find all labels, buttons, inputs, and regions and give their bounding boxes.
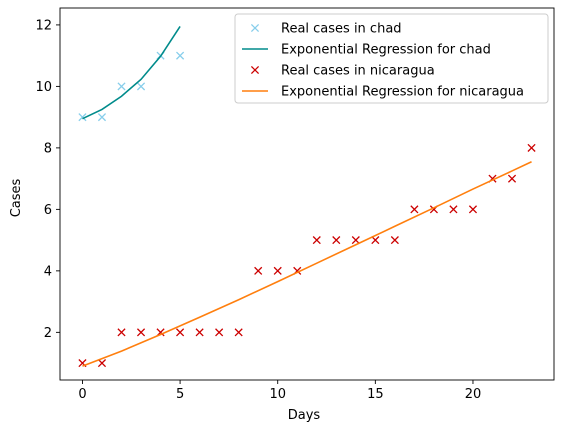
y-tick-label: 4 — [44, 264, 52, 279]
series-3 — [82, 160, 532, 367]
data-point — [117, 328, 126, 337]
x-tick-label: 5 — [176, 387, 184, 402]
data-point — [527, 143, 536, 152]
data-point — [136, 82, 146, 91]
legend: Real cases in chad Exponential Regression… — [234, 13, 549, 104]
series-1 — [82, 26, 181, 120]
legend-entry-label: Real cases in nicaragua — [281, 64, 435, 79]
data-point — [78, 113, 87, 122]
axis-ticks: 0 5 10 15 20 2 4 6 8 10 12 — [35, 18, 481, 402]
data-point — [390, 236, 399, 245]
data-point — [312, 236, 321, 245]
data-point — [273, 266, 282, 275]
data-point — [136, 328, 146, 337]
y-tick-label: 10 — [35, 80, 52, 95]
legend-entry-label: Exponential Regression for chad — [281, 43, 491, 58]
regression-line-1 — [82, 26, 181, 120]
data-point — [117, 82, 126, 91]
data-point — [215, 328, 224, 337]
x-tick-label: 0 — [78, 387, 86, 402]
data-point — [97, 113, 107, 122]
legend-swatch-marker — [250, 23, 260, 33]
data-point — [195, 328, 204, 337]
y-axis-label: Cases — [9, 178, 24, 217]
data-point — [410, 205, 419, 214]
x-tick-label: 10 — [269, 387, 286, 402]
data-point — [97, 359, 107, 368]
legend-box — [234, 13, 549, 104]
x-tick-label: 20 — [465, 387, 482, 402]
y-tick-label: 6 — [44, 203, 52, 218]
data-point — [351, 236, 360, 245]
data-point — [468, 205, 478, 214]
x-axis-label: Days — [288, 408, 321, 423]
legend-swatch-marker — [250, 65, 260, 75]
legend-entry-label: Exponential Regression for nicaragua — [281, 85, 524, 100]
data-point — [234, 328, 243, 337]
data-point — [449, 205, 458, 214]
legend-entry-label: Real cases in chad — [281, 22, 402, 37]
y-tick-label: 8 — [44, 141, 52, 156]
data-point — [254, 266, 263, 275]
data-point — [507, 174, 517, 183]
regression-line-3 — [82, 160, 532, 367]
x-tick-label: 15 — [367, 387, 384, 402]
axes-frame — [59, 7, 555, 381]
y-tick-label: 12 — [35, 18, 52, 33]
y-tick-label: 2 — [44, 326, 52, 341]
data-point — [371, 236, 380, 245]
data-point — [176, 51, 185, 60]
series-2 — [78, 143, 536, 368]
plot-area — [59, 7, 555, 381]
data-point — [332, 236, 341, 245]
data-point — [176, 328, 185, 337]
